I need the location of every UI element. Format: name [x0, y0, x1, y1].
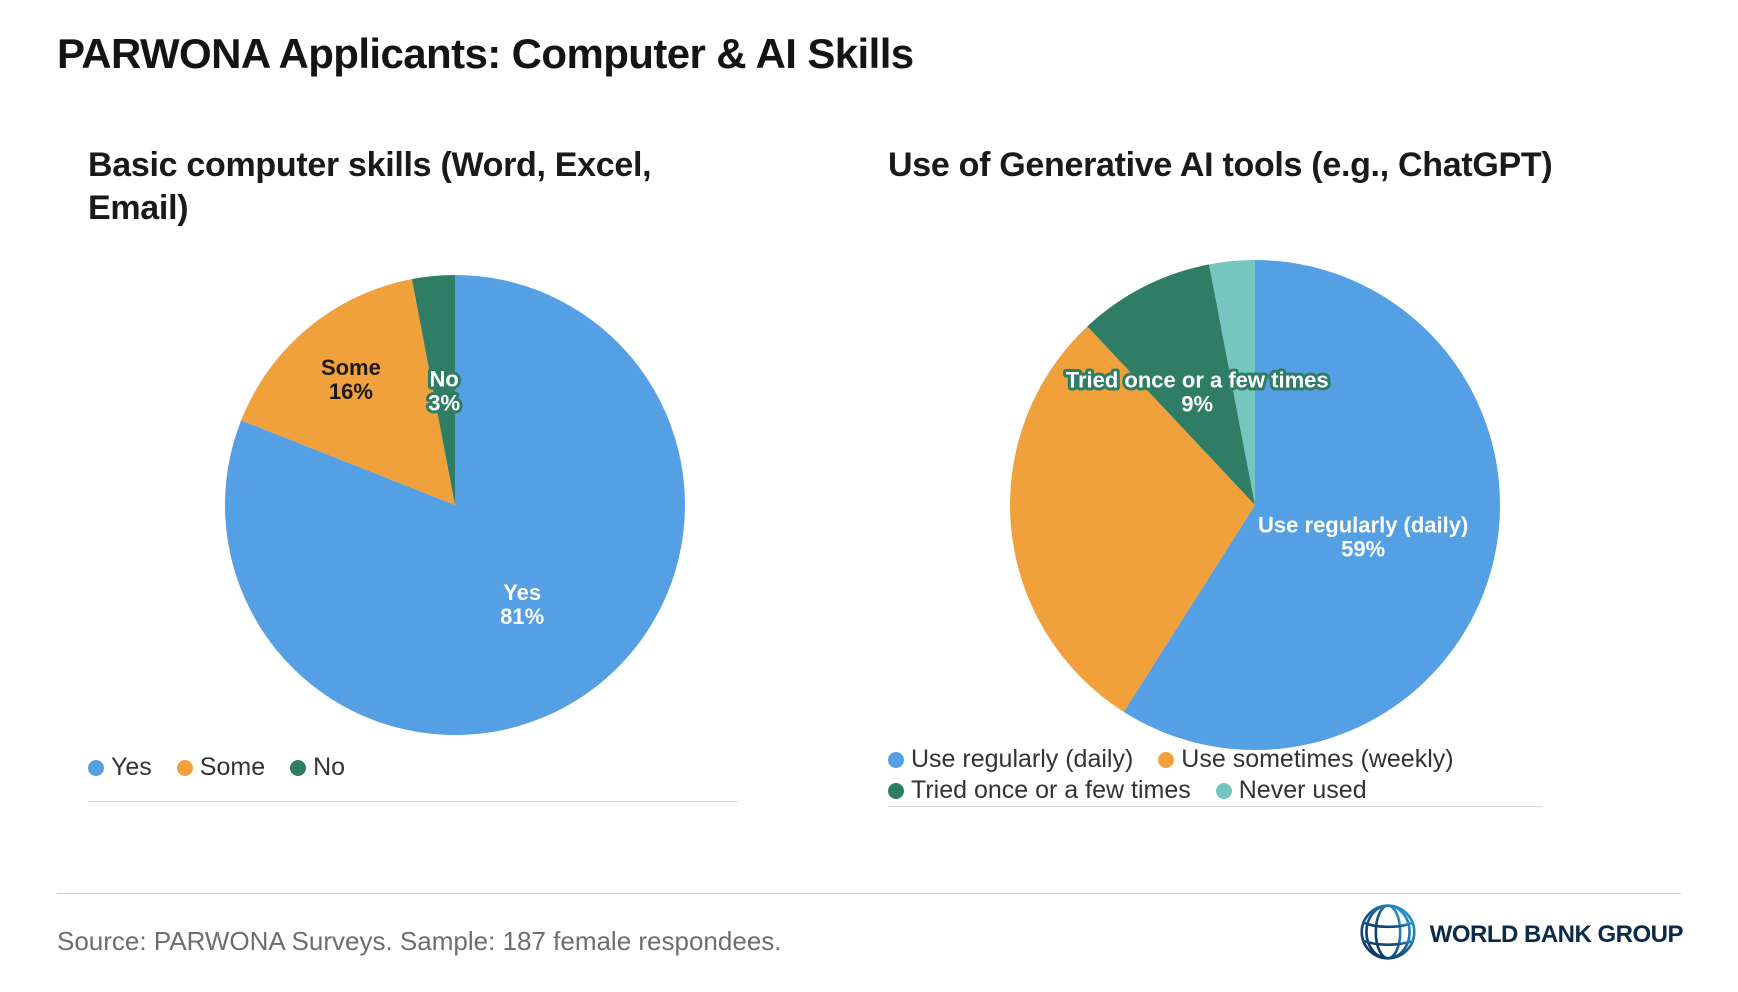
legend-item-yes: Yes: [88, 752, 152, 783]
legend-swatch-use-regularly-daily: [888, 751, 904, 768]
legend-genai-tools: Use regularly (daily) Use sometimes (week…: [888, 744, 1543, 807]
chart-title-basic-computer-skills: Basic computer skills (Word, Excel, Emai…: [88, 146, 652, 228]
legend-label: Tried once or a few times: [911, 776, 1191, 804]
pie-slice-some: [241, 279, 455, 505]
legend-swatch-use-sometimes-weekly: [1158, 751, 1175, 768]
world-bank-globe-icon: [1358, 902, 1418, 967]
legend-basic-computer-skills: Yes Some No: [88, 752, 738, 802]
pie-chart-genai-tools: Use regularly (daily) 59% Tried once or a …: [1010, 260, 1500, 750]
pie-slice-tried-once-or-a-few-times: [1087, 264, 1255, 505]
pie-chart-basic-computer-skills: Yes 81% Some 16% No 3%: [225, 275, 685, 735]
legend-label: Never used: [1238, 776, 1367, 804]
pie-slice-use-sometimes-weekly: [1010, 326, 1255, 712]
legend-item-use-sometimes-weekly: Use sometimes (weekly): [1158, 744, 1454, 775]
page-title: PARWONA Applicants: Computer & AI Skills: [57, 30, 914, 77]
world-bank-logo: WORLD BANK GROUP: [1358, 902, 1684, 967]
pie-label-use-regularly-daily: Use regularly (daily) 59%: [1258, 512, 1468, 561]
pie-label-no: No 3%: [428, 367, 460, 416]
pie-slice-no: [411, 275, 455, 505]
pie-slice-yes: [225, 275, 685, 735]
legend-swatch-some: [176, 759, 193, 776]
pie-label-tried-once-or-a-few-times: Tried once or a few times 9%: [1066, 368, 1329, 417]
legend-item-never-used: Never used: [1215, 775, 1367, 806]
legend-label: Use sometimes (weekly): [1181, 745, 1454, 773]
legend-item-tried-once-or-a-few-times: Tried once or a few times: [888, 775, 1191, 806]
legend-item-use-regularly-daily: Use regularly (daily): [888, 744, 1133, 775]
world-bank-logo-text: WORLD BANK GROUP: [1429, 920, 1684, 948]
legend-swatch-never-used: [1215, 782, 1232, 799]
legend-item-some: Some: [176, 752, 266, 783]
legend-label: Use regularly (daily): [911, 745, 1134, 773]
source-note: Source: PARWONA Surveys. Sample: 187 fem…: [57, 926, 782, 956]
legend-swatch-tried-once-or-a-few-times: [888, 782, 904, 799]
footer-divider: [57, 893, 1681, 894]
pie-slice-use-regularly-daily: [1123, 260, 1500, 750]
pie-label-yes: Yes 81%: [500, 580, 544, 629]
legend-swatch-no: [290, 759, 307, 776]
legend-label: Some: [199, 753, 266, 781]
legend-label: Yes: [111, 753, 152, 781]
legend-swatch-yes: [88, 759, 104, 776]
pie-label-some: Some 16%: [321, 355, 381, 404]
legend-label: No: [313, 753, 346, 781]
chart-title-genai-tools: Use of Generative AI tools (e.g., ChatGP…: [888, 146, 1553, 184]
pie-slice-never-used: [1209, 260, 1255, 505]
legend-item-no: No: [290, 752, 345, 783]
